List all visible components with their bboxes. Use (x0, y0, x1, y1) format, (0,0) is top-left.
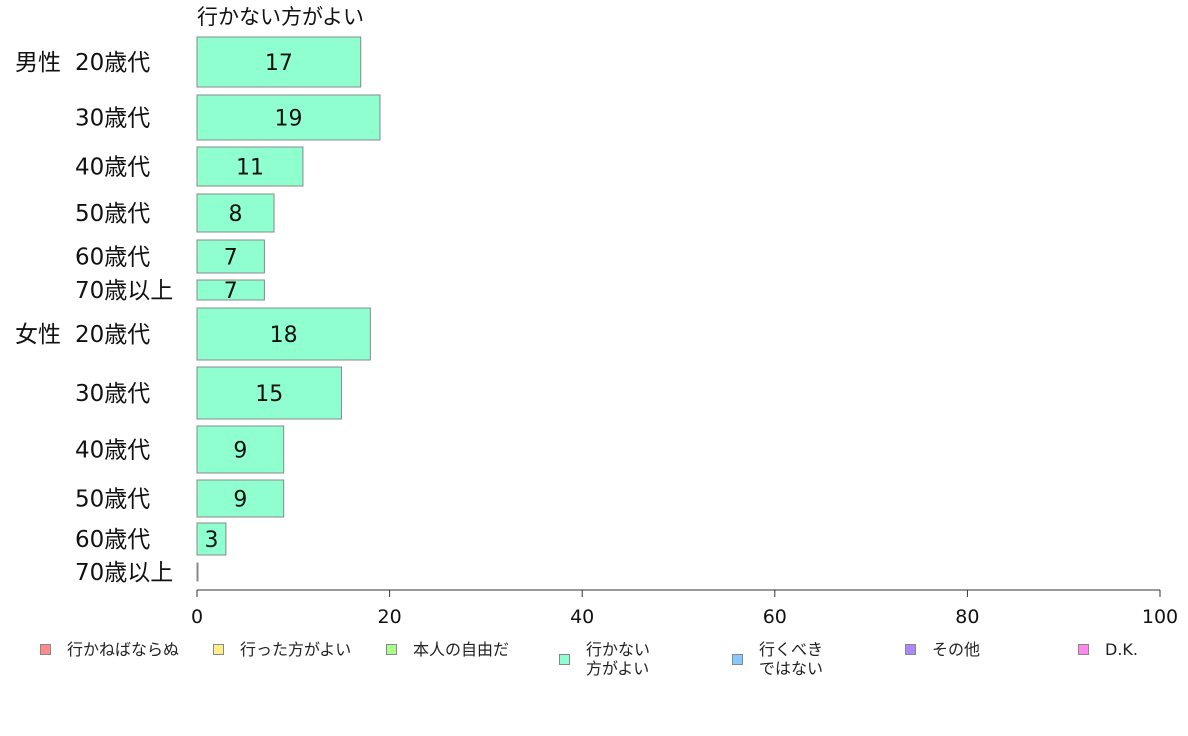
legend-swatch (1078, 644, 1089, 655)
category-label: 40歳代 (75, 438, 150, 464)
category-label: 70歳以上 (75, 278, 173, 304)
category-label: 20歳代 (75, 50, 150, 76)
legend-swatch (213, 644, 224, 655)
group-label: 男性 (15, 50, 61, 76)
legend-swatch (559, 653, 570, 665)
bar (196, 193, 275, 233)
legend-item: 行かねばならぬ (40, 640, 179, 659)
legend-swatch (905, 644, 916, 655)
bar (196, 279, 265, 301)
legend-item: 本人の自由だ (386, 640, 509, 659)
legend-label: 行った方がよい (240, 640, 352, 659)
legend: 行かねばならぬ 行った方がよい 本人の自由だ 行かない 方がよい 行くべき ではない その… (0, 640, 1188, 690)
category-label: 50歳代 (75, 201, 150, 227)
legend-label: D.K. (1105, 640, 1138, 659)
data-label: 7 (224, 246, 238, 271)
legend-label: 行かねばならぬ (67, 640, 180, 659)
data-label: 17 (265, 51, 293, 76)
x-tick-label: 40 (570, 606, 594, 628)
category-label: 20歳代 (75, 322, 150, 348)
bar-chart: 行かない方がよい 1720歳代男性1930歳代1140歳代850歳代760歳代7… (15, 5, 1178, 628)
legend-item: D.K. (1078, 640, 1138, 659)
bar (196, 307, 371, 361)
category-label: 70歳以上 (75, 560, 173, 586)
category-label: 60歳代 (75, 527, 150, 553)
bar (196, 94, 381, 141)
legend-label: 行くべき ではない (759, 640, 824, 678)
bar (196, 562, 199, 582)
legend-label: その他 (932, 640, 981, 659)
group-label: 女性 (15, 322, 61, 348)
bar (196, 425, 285, 474)
data-label: 9 (233, 488, 247, 513)
x-tick-label: 100 (1142, 606, 1178, 628)
bar (196, 146, 304, 187)
bar (196, 366, 342, 420)
data-label: 11 (236, 156, 264, 181)
x-tick-label: 20 (378, 606, 402, 628)
legend-item: その他 (905, 640, 980, 659)
legend-swatch (732, 653, 743, 665)
x-tick-label: 60 (763, 606, 787, 628)
category-label: 30歳代 (75, 106, 150, 132)
data-label: 7 (224, 279, 238, 304)
category-label: 40歳代 (75, 155, 150, 181)
x-tick-label: 0 (191, 606, 203, 628)
bar (196, 36, 362, 88)
legend-label: 本人の自由だ (413, 640, 510, 659)
chart-title: 行かない方がよい (197, 5, 364, 29)
data-label: 19 (274, 107, 302, 132)
data-label: 18 (270, 323, 298, 348)
data-label: 15 (255, 382, 283, 407)
category-label: 50歳代 (75, 487, 150, 513)
data-label: 9 (233, 439, 247, 464)
data-label: 8 (229, 202, 243, 227)
legend-item: 行った方がよい (213, 640, 351, 659)
x-tick-label: 80 (955, 606, 979, 628)
bar (196, 522, 227, 556)
bar (196, 479, 285, 518)
bar (196, 239, 265, 274)
legend-swatch (386, 644, 397, 655)
data-label: 3 (204, 528, 218, 553)
legend-item: 行かない 方がよい (559, 640, 650, 678)
legend-item: 行くべき ではない (732, 640, 823, 678)
legend-swatch (40, 644, 51, 655)
category-label: 60歳代 (75, 245, 150, 271)
category-label: 30歳代 (75, 381, 150, 407)
legend-label: 行かない 方がよい (586, 640, 651, 678)
